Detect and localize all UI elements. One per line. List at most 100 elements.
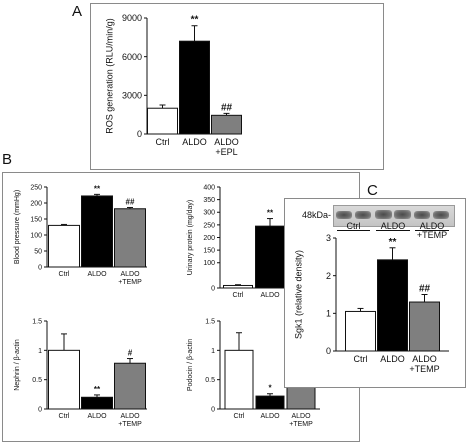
category-label: ALDO (260, 292, 280, 299)
blot-band (414, 211, 430, 219)
bar (409, 301, 440, 352)
blot-band (394, 210, 411, 219)
category-label: ALDO (182, 137, 207, 147)
blot-group-label: ALDO +TEMP (416, 221, 448, 240)
y-tick-label: 3 (326, 233, 331, 243)
y-tick-label: 1.5 (32, 318, 42, 325)
category-label: ALDO (380, 354, 405, 364)
bar (81, 195, 113, 268)
category-label: ALDO (87, 271, 107, 278)
category-label: ALDO (120, 271, 140, 278)
panel-a-letter: A (72, 3, 83, 20)
bar (223, 284, 253, 289)
category-label: ALDO (87, 413, 107, 420)
y-axis-label: ROS generation (RLU/min/g) (104, 18, 114, 134)
blot-band (375, 210, 392, 219)
blot-band (433, 211, 449, 219)
significance-label: ** (267, 209, 274, 218)
bar (224, 349, 254, 410)
y-axis-label: Podocin / β-actin (187, 339, 194, 391)
blot-group-label: ALDO (380, 221, 406, 231)
y-tick-label: 0.5 (205, 377, 215, 384)
y-tick-label: 0 (326, 346, 331, 356)
bar (114, 208, 146, 268)
category-label: Ctrl (156, 137, 170, 147)
bar (211, 114, 242, 135)
category-label: Ctrl (354, 354, 368, 364)
significance-label: ** (191, 15, 199, 26)
y-axis-label: Blood pressure (mmHg) (14, 190, 21, 264)
blot-group-line (415, 230, 449, 231)
category-label: +TEMP (118, 421, 142, 428)
category-label: ALDO (412, 354, 437, 364)
y-axis-label: Nephrin / β-actin (14, 339, 21, 391)
bar (81, 396, 113, 410)
blot-band (336, 211, 352, 219)
y-tick-label: 100 (203, 260, 215, 267)
y-tick-label: 0 (38, 406, 42, 413)
y-tick-label: 250 (30, 184, 42, 191)
y-tick-label: 150 (30, 216, 42, 223)
panel-b-letter: B (2, 151, 13, 168)
y-tick-label: 0 (211, 406, 215, 413)
chart-c: 0 1 2 3 Sgk1 (relative density) Ctrl ** ALDO ## A… (293, 233, 449, 374)
y-tick-label: 3000 (122, 90, 142, 100)
significance-label: ** (389, 237, 397, 248)
y-axis-label: Sgk1 (relative density) (293, 250, 303, 339)
panel-a-frame (90, 3, 384, 170)
significance-label: * (268, 384, 272, 393)
significance-label: # (128, 349, 133, 358)
panel-c-frame (284, 198, 466, 388)
category-label: Ctrl (233, 292, 244, 299)
chart-b1: 0 50 100 150 200 250 Blood pressure (mmHg) Ctrl… (14, 184, 147, 286)
y-tick-label: 1 (326, 308, 331, 318)
blot-band (355, 211, 371, 219)
category-label: +TEMP (409, 364, 439, 374)
bar (345, 310, 376, 352)
blot-marker-label: 48kDa- (302, 210, 332, 220)
category-label: ALDO (260, 413, 280, 420)
bar (147, 107, 178, 135)
bar (114, 362, 146, 410)
bar (48, 224, 80, 268)
category-label: ALDO (120, 413, 140, 420)
y-tick-label: 350 (203, 197, 215, 204)
significance-label: ## (221, 102, 233, 113)
bar (179, 40, 210, 135)
category-label: Ctrl (234, 413, 245, 420)
y-axis-label: Urinary protein (mg/day) (187, 200, 194, 275)
y-tick-label: 1 (38, 348, 42, 355)
blot-group-line (337, 230, 370, 231)
panel-c-letter: C (367, 182, 378, 199)
y-tick-label: 50 (34, 248, 42, 255)
category-label: +TEMP (118, 279, 142, 286)
chart-b3: 0 0.5 1 1.5 Nephrin / β-actin Ctrl ** ALDO # ALDO… (14, 318, 147, 428)
bar (255, 225, 285, 289)
significance-label: ** (94, 184, 101, 193)
category-label: +TEMP (289, 421, 313, 428)
bar (48, 349, 80, 410)
y-tick-label: 300 (203, 210, 215, 217)
y-tick-label: 200 (203, 235, 215, 242)
y-tick-label: 0 (137, 129, 142, 139)
y-tick-label: 200 (30, 200, 42, 207)
category-label: ALDO (214, 137, 239, 147)
y-tick-label: 250 (203, 222, 215, 229)
bar (255, 395, 285, 410)
y-tick-label: 0 (38, 264, 42, 271)
significance-label: ** (94, 385, 101, 394)
category-label: +EPL (215, 147, 237, 157)
category-label: Ctrl (59, 413, 70, 420)
chart-a: 0 3000 6000 9000 ROS generation (RLU/min/g) C… (104, 13, 242, 157)
y-tick-label: 9000 (122, 13, 142, 23)
y-tick-label: 0 (211, 285, 215, 292)
bar (377, 259, 408, 352)
y-tick-label: 1.5 (205, 318, 215, 325)
y-tick-label: 2 (326, 271, 331, 281)
significance-label: ## (126, 197, 135, 206)
y-tick-label: 6000 (122, 52, 142, 62)
blot-group-line (376, 230, 410, 231)
category-label: ALDO (291, 413, 311, 420)
y-tick-label: 400 (203, 184, 215, 191)
y-tick-label: 0.5 (32, 377, 42, 384)
